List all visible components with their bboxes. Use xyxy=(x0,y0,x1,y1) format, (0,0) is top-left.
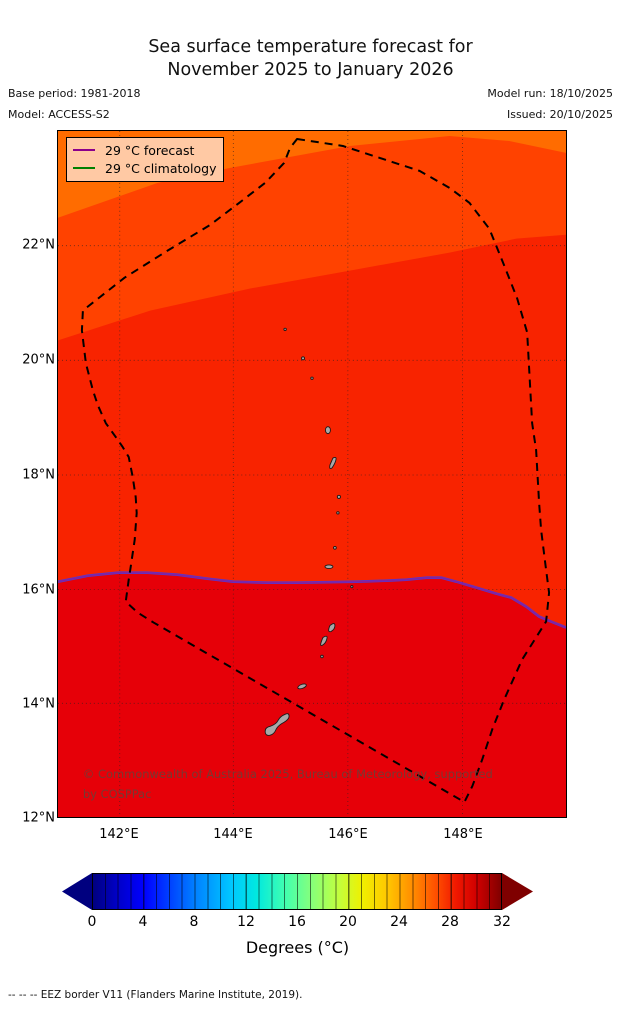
lon-label-148e: 148°E xyxy=(443,827,483,842)
model-text: Model: ACCESS-S2 xyxy=(8,108,110,121)
base-period-text: Base period: 1981-2018 xyxy=(8,87,141,100)
legend-climatology-label: 29 °C climatology xyxy=(105,160,217,176)
island-dot xyxy=(283,327,287,332)
lon-label-142e: 142°E xyxy=(99,827,139,842)
island-dot xyxy=(301,356,305,361)
sst-band-29-30 xyxy=(58,572,566,817)
island-dot xyxy=(310,376,314,380)
title-line-2: November 2025 to January 2026 xyxy=(167,60,454,80)
island-saipan xyxy=(328,623,336,633)
lat-label-20n: 20°N xyxy=(22,352,55,368)
sst-band-27-28 xyxy=(58,131,566,341)
lat-label-14n: 14°N xyxy=(22,696,55,712)
cbar-tick-24: 24 xyxy=(390,914,408,930)
page-title: Sea surface temperature forecast for Nov… xyxy=(0,36,621,82)
island xyxy=(324,426,331,435)
legend-row-climatology: 29 °C climatology xyxy=(73,159,217,177)
title-line-1: Sea surface temperature forecast for xyxy=(148,37,473,57)
colorbar-right-arrow xyxy=(502,873,533,910)
lat-label-16n: 16°N xyxy=(22,582,55,598)
cbar-tick-32: 32 xyxy=(493,914,511,930)
eez-attribution-note: -- -- -- EEZ border V11 (Flanders Marine… xyxy=(8,989,303,1001)
colorbar-segment-dividers xyxy=(92,873,502,910)
island-rota xyxy=(297,683,307,690)
island-dot xyxy=(333,545,337,550)
issued-text: Issued: 20/10/2025 xyxy=(506,108,613,121)
contour-legend: 29 °C forecast 29 °C climatology xyxy=(66,137,224,182)
forecast-line-swatch xyxy=(73,148,95,152)
colorbar-axis-label: Degrees (°C) xyxy=(245,938,350,957)
cbar-tick-0: 0 xyxy=(87,914,97,930)
cbar-tick-4: 4 xyxy=(138,914,148,930)
island xyxy=(329,456,337,470)
sst-map-canvas: © Commonwealth of Australia 2025, Bureau… xyxy=(57,130,567,818)
copyright-line-2: by COSPPac xyxy=(83,787,152,801)
cbar-tick-12: 12 xyxy=(237,914,255,930)
island-dot xyxy=(336,494,341,499)
climatology-line-swatch xyxy=(73,166,95,170)
island-tinian xyxy=(320,635,328,647)
lon-label-144e: 144°E xyxy=(213,827,253,842)
cbar-tick-8: 8 xyxy=(189,914,199,930)
lat-label-18n: 18°N xyxy=(22,467,55,483)
temperature-colorbar xyxy=(62,873,533,910)
cbar-tick-20: 20 xyxy=(339,914,357,930)
model-run-text: Model run: 18/10/2025 xyxy=(487,87,613,100)
island-dot xyxy=(320,654,324,659)
copyright-line-1: © Commonwealth of Australia 2025, Bureau… xyxy=(83,767,493,781)
lon-label-146e: 146°E xyxy=(328,827,368,842)
cbar-tick-16: 16 xyxy=(288,914,306,930)
island xyxy=(324,564,334,569)
legend-row-forecast: 29 °C forecast xyxy=(73,141,217,159)
lat-label-12n: 12°N xyxy=(22,810,55,826)
colorbar-left-arrow xyxy=(62,873,92,910)
island-chain xyxy=(264,327,354,736)
island-guam xyxy=(264,713,290,736)
lat-label-22n: 22°N xyxy=(22,237,55,253)
forecast-contour-29c xyxy=(58,572,566,629)
sst-map-svg: © Commonwealth of Australia 2025, Bureau… xyxy=(58,131,566,817)
cbar-tick-28: 28 xyxy=(441,914,459,930)
legend-forecast-label: 29 °C forecast xyxy=(105,142,195,158)
island-dot xyxy=(336,511,340,515)
island-dot xyxy=(350,585,354,589)
eez-border-dashed xyxy=(80,137,551,804)
